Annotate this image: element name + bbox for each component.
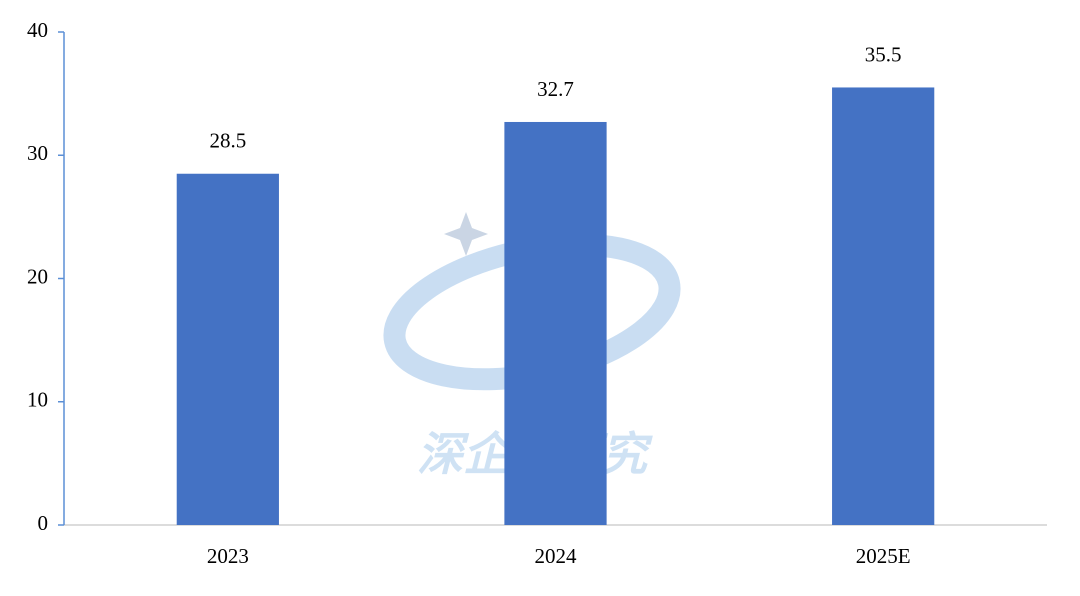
value-label: 32.7 — [537, 77, 574, 101]
y-tick-label: 10 — [27, 388, 48, 412]
bar — [176, 173, 279, 526]
bar — [504, 121, 607, 525]
bar — [832, 87, 935, 526]
y-tick-label: 30 — [27, 141, 48, 165]
value-label: 28.5 — [209, 129, 246, 153]
x-tick-label: 2024 — [535, 544, 578, 568]
value-label: 35.5 — [865, 42, 902, 66]
y-tick-label: 0 — [38, 511, 49, 535]
x-tick-label: 2023 — [207, 544, 249, 568]
y-tick-label: 40 — [27, 18, 48, 42]
y-tick-label: 20 — [27, 264, 48, 288]
x-tick-label: 2025E — [856, 544, 911, 568]
